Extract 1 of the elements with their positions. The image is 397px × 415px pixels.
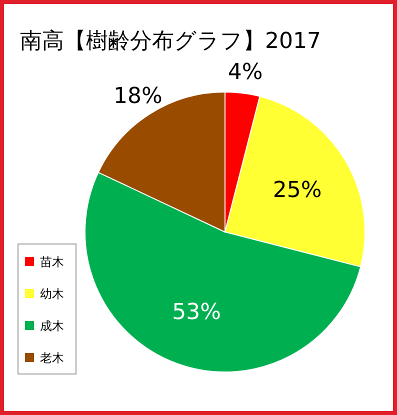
title: 南高【樹齢分布グラフ】2017 xyxy=(20,29,321,54)
